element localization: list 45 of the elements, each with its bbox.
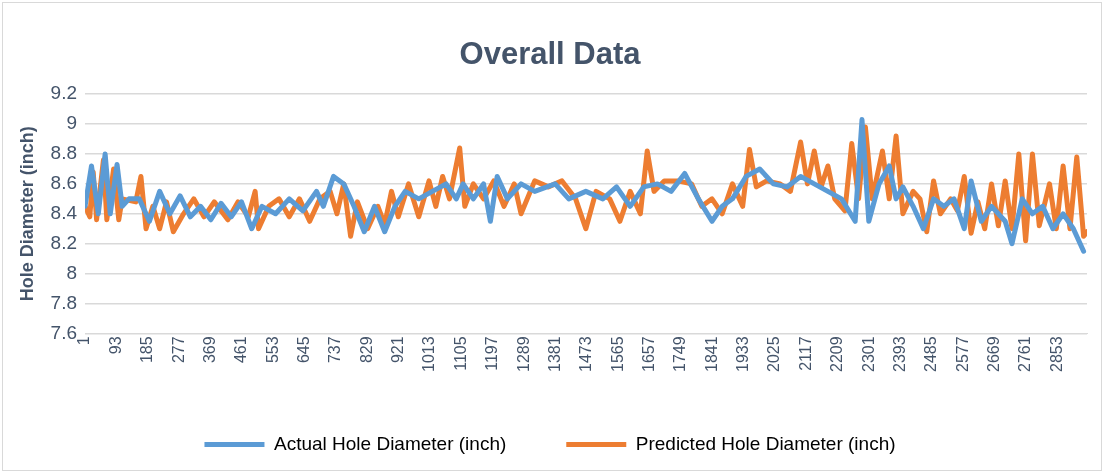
y-tick-label: 8.8 — [50, 142, 78, 164]
x-tick-label: 1013 — [420, 336, 438, 372]
y-tick-label: 9.2 — [50, 82, 78, 104]
x-tick-label: 921 — [389, 336, 407, 364]
x-tick-label: 461 — [232, 336, 250, 364]
y-tick-label: 8 — [66, 261, 78, 283]
x-tick-label: 737 — [326, 336, 344, 364]
x-tick-label: 2117 — [796, 336, 814, 371]
x-tick-label: 93 — [106, 336, 124, 355]
x-tick-label: 1841 — [702, 336, 720, 372]
y-tick-label: 8.6 — [50, 172, 78, 194]
x-tick-label: 553 — [263, 336, 281, 364]
x-tick-label: 1 — [75, 336, 93, 346]
x-tick-label: 2393 — [890, 336, 908, 372]
chart-title: Overall Data — [459, 36, 642, 72]
legend-label: Actual Hole Diameter (inch) — [273, 432, 507, 454]
x-tick-label: 2853 — [1047, 336, 1065, 372]
x-tick-label: 1749 — [671, 336, 689, 372]
x-tick-label: 1289 — [514, 336, 532, 372]
x-tick-label: 2485 — [922, 336, 940, 372]
x-tick-label: 2669 — [985, 336, 1003, 372]
x-tick-label: 185 — [138, 336, 156, 364]
x-tick-label: 2301 — [859, 336, 877, 372]
x-tick-label: 1565 — [608, 336, 626, 372]
legend-label: Predicted Hole Diameter (inch) — [635, 432, 896, 454]
x-tick-label: 1105 — [451, 336, 469, 371]
x-tick-label: 2577 — [953, 336, 971, 372]
x-tick-label: 1657 — [640, 336, 657, 372]
x-tick-label: 1197 — [483, 336, 501, 371]
y-tick-label: 7.6 — [50, 321, 78, 343]
x-tick-label: 645 — [294, 336, 312, 364]
x-tick-label: 1381 — [545, 336, 563, 372]
y-tick-label: 8.2 — [50, 231, 78, 253]
x-tick-label: 2761 — [1016, 336, 1034, 372]
x-tick-label: 2025 — [765, 336, 783, 372]
x-tick-label: 1473 — [577, 336, 595, 372]
x-tick-label: 369 — [200, 336, 218, 364]
y-axis-title: Hole Diameter (inch) — [16, 126, 37, 302]
y-tick-label: 8.4 — [50, 202, 78, 224]
x-tick-label: 277 — [169, 336, 187, 364]
x-tick-label: 829 — [357, 336, 375, 364]
x-tick-label: 1933 — [734, 336, 752, 372]
y-tick-label: 7.8 — [50, 291, 78, 313]
y-tick-label: 9 — [66, 112, 78, 134]
x-tick-label: 2209 — [828, 336, 846, 372]
